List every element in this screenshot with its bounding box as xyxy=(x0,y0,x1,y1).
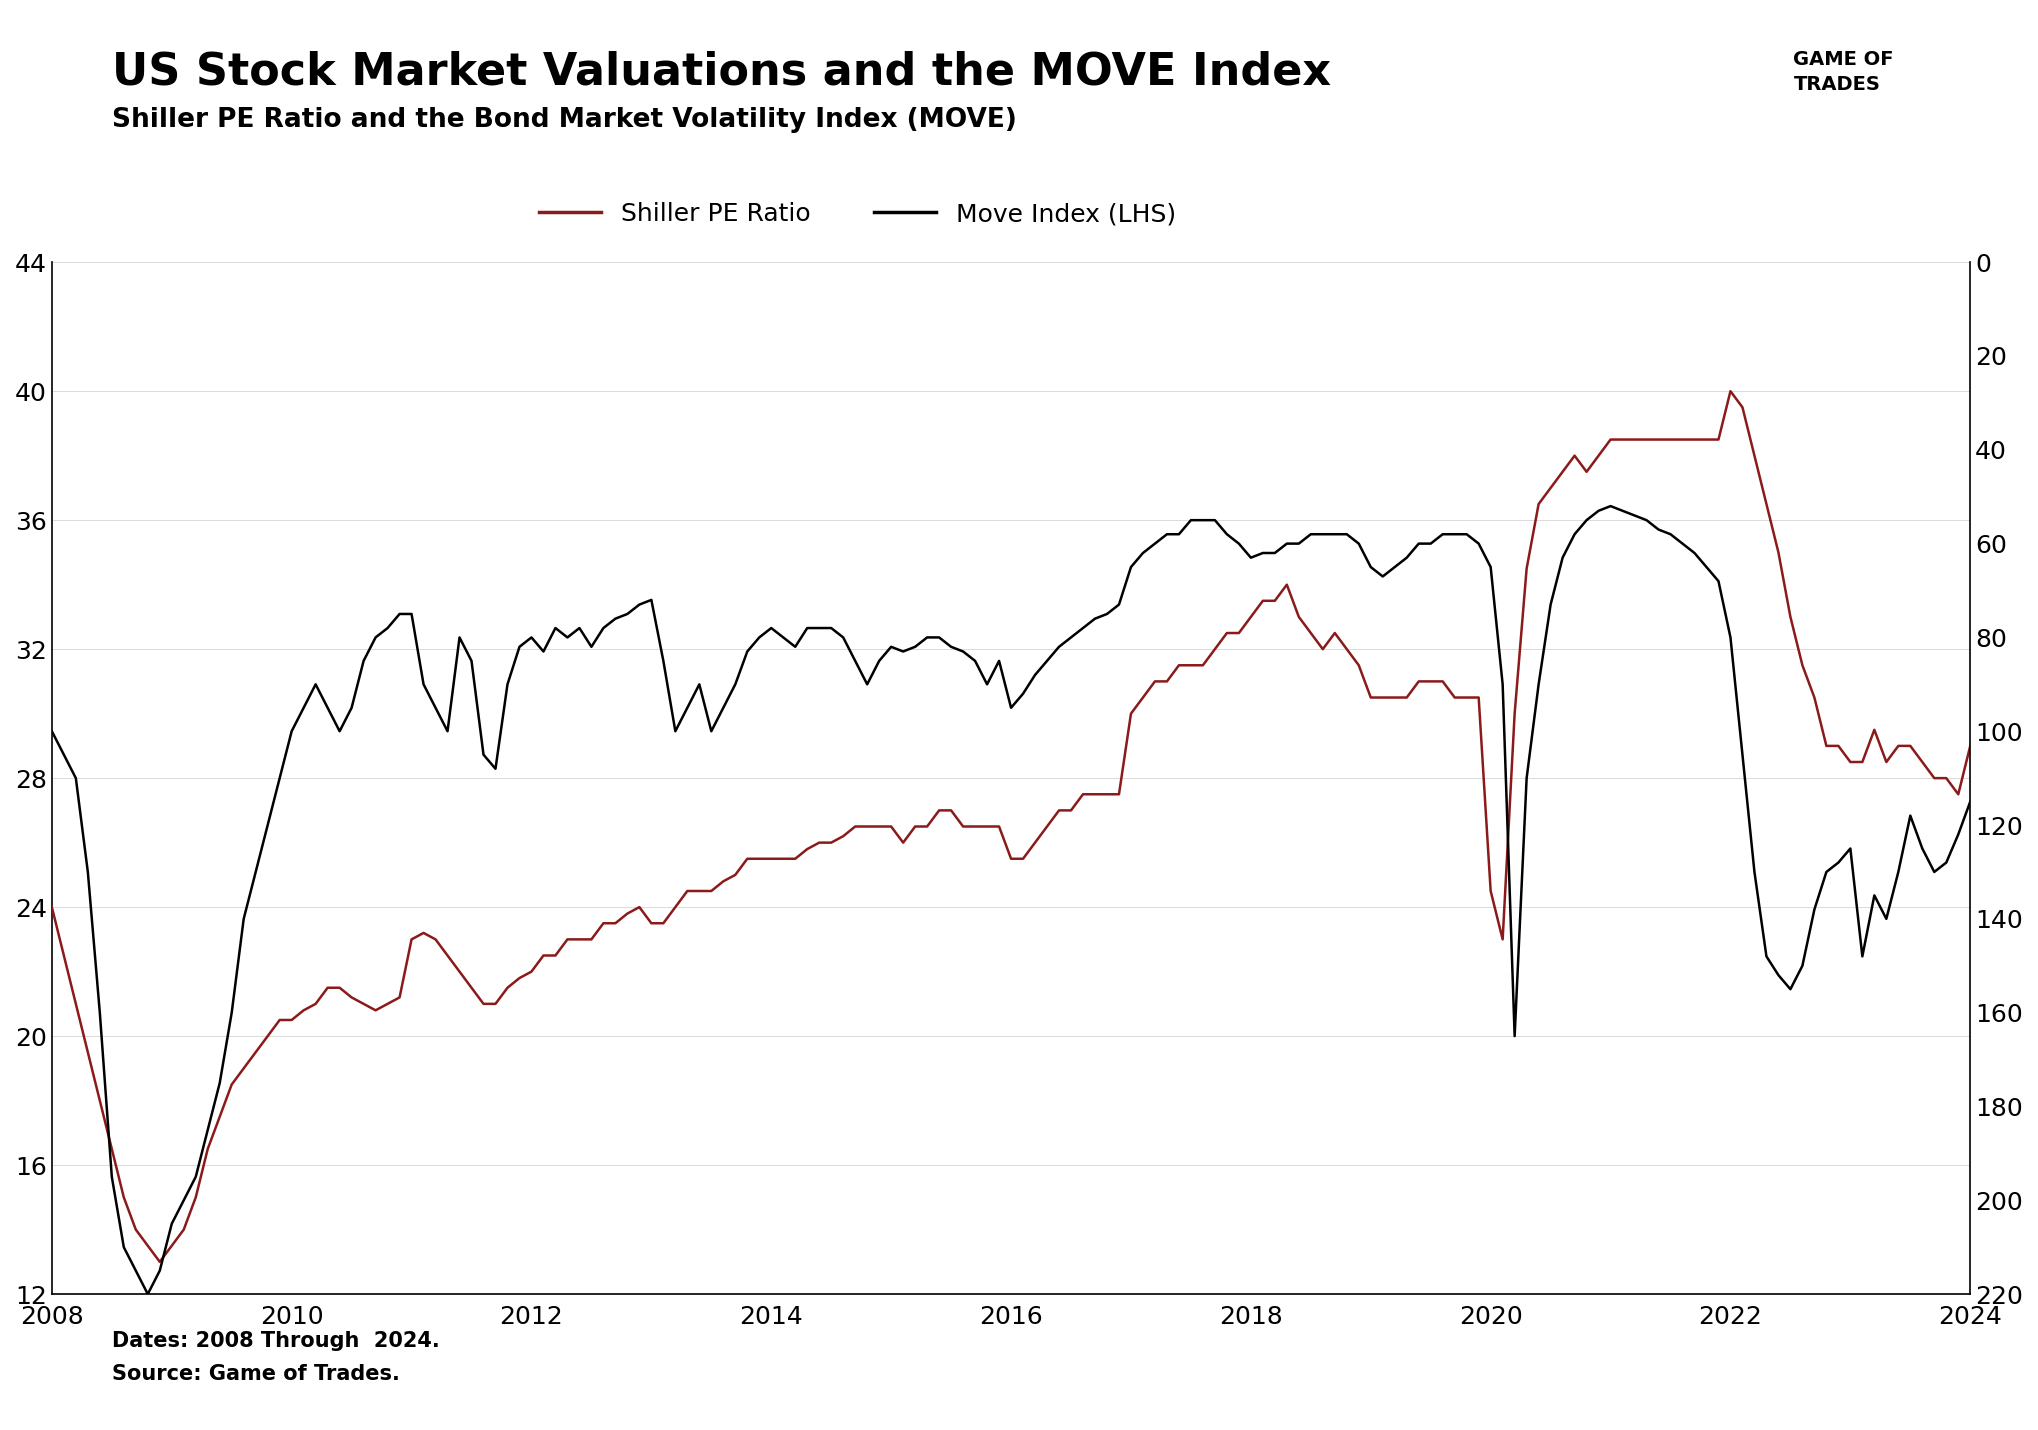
Text: Shiller PE Ratio and the Bond Market Volatility Index (MOVE): Shiller PE Ratio and the Bond Market Vol… xyxy=(112,107,1017,133)
Text: US Stock Market Valuations and the MOVE Index: US Stock Market Valuations and the MOVE … xyxy=(112,50,1331,93)
Text: Dates: 2008 Through  2024.: Dates: 2008 Through 2024. xyxy=(112,1331,440,1351)
Legend: Shiller PE Ratio, Move Index (LHS): Shiller PE Ratio, Move Index (LHS) xyxy=(530,192,1186,236)
Text: Source: Game of Trades.: Source: Game of Trades. xyxy=(112,1364,399,1384)
Text: GAME OF
TRADES: GAME OF TRADES xyxy=(1793,50,1893,94)
